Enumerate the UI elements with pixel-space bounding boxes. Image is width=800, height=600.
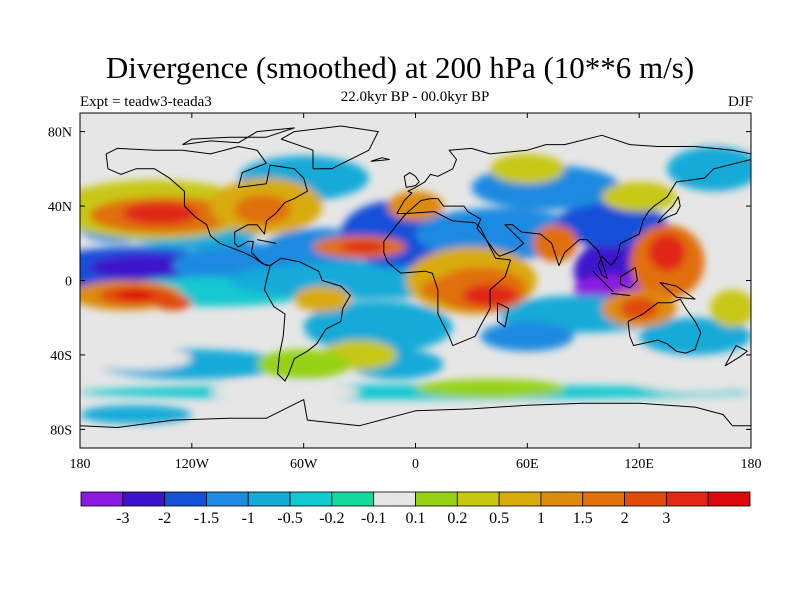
- coastline: [620, 267, 638, 289]
- legend-label: 0.2: [447, 510, 467, 527]
- divergence-region: [490, 153, 565, 184]
- legend-label: -3: [116, 510, 129, 527]
- legend-label: -1.5: [194, 510, 219, 527]
- x-tick-label: 120E: [624, 457, 654, 472]
- coastline: [657, 196, 681, 224]
- divergence-region: [601, 181, 677, 212]
- x-tick-label: 0: [412, 457, 419, 472]
- legend-swatch: [373, 491, 416, 507]
- coastline: [370, 157, 390, 162]
- legend-swatch: [164, 491, 207, 507]
- legend-swatch: [624, 491, 667, 507]
- coastline: [182, 127, 295, 146]
- legend-label: 3: [662, 510, 670, 527]
- legend-swatch: [415, 491, 458, 507]
- divergence-region: [234, 194, 291, 225]
- divergence-region: [480, 321, 574, 352]
- legend-swatch: [80, 491, 124, 507]
- legend-label: 0.5: [489, 510, 509, 527]
- experiment-label: Expt = teadw3-teada3: [80, 94, 212, 110]
- legend-label: -0.2: [319, 510, 344, 527]
- season-label: DJF: [727, 94, 753, 110]
- divergence-region: [639, 317, 751, 355]
- divergence-region: [89, 254, 202, 281]
- divergence-region: [122, 202, 198, 225]
- legend-label: 2: [621, 510, 629, 527]
- legend-swatch: [582, 491, 625, 507]
- x-tick-label: 60E: [516, 457, 539, 472]
- divergence-region: [648, 233, 686, 272]
- legend-swatch: [498, 491, 542, 507]
- legend-label: -2: [158, 510, 171, 527]
- divergence-region: [210, 382, 360, 402]
- divergence-region: [340, 241, 386, 253]
- legend-swatch: [331, 491, 375, 507]
- legend-swatch: [206, 491, 249, 507]
- divergence-region: [303, 300, 453, 354]
- legend-label: -1: [242, 510, 255, 527]
- divergence-region: [710, 289, 751, 328]
- coastlines: [80, 125, 751, 428]
- legend-swatch: [707, 491, 751, 507]
- legend-swatch: [456, 491, 500, 507]
- divergence-region: [639, 373, 751, 393]
- y-tick-label: 80S: [50, 423, 72, 438]
- divergence-region: [154, 295, 192, 311]
- period-subtitle: 22.0kyr BP - 00.0kyr BP: [340, 89, 490, 105]
- map-area: [79, 112, 752, 449]
- y-tick-label: 80N: [48, 126, 72, 141]
- divergence-region: [294, 286, 351, 313]
- latitude-axis: 80N 40N 0 40S 80S: [48, 126, 751, 438]
- legend-swatch: [540, 491, 584, 507]
- divergence-region: [117, 289, 155, 301]
- divergence-region: [387, 191, 444, 221]
- legend-swatch: [289, 491, 333, 507]
- legend-swatch: [247, 491, 291, 507]
- x-tick-label: 120W: [175, 457, 210, 472]
- x-tick-label: 60W: [290, 457, 318, 472]
- x-tick-label: 180: [70, 457, 91, 472]
- coastline: [659, 281, 696, 300]
- coastline: [497, 302, 510, 328]
- coastline: [611, 293, 631, 296]
- divergence-region: [80, 347, 192, 370]
- divergence-region: [555, 202, 668, 248]
- coastline: [80, 399, 751, 428]
- legend-swatch: [665, 491, 709, 507]
- page-title: Divergence (smoothed) at 200 hPa (10**6 …: [105, 50, 695, 85]
- legend-label: 0.1: [406, 510, 426, 527]
- legend-label: -0.5: [277, 510, 302, 527]
- color-legend: -3 -2 -1.5 -1 -0.5 -0.2 -0.1 0.1 0.2 0.5 1 1.5 2 3: [80, 491, 751, 527]
- coastline: [280, 125, 379, 170]
- coastline: [105, 146, 308, 267]
- coastline: [396, 134, 751, 280]
- coastline: [627, 298, 702, 354]
- coastline: [724, 345, 748, 367]
- legend-label: 1: [537, 510, 545, 527]
- coastline: [383, 211, 512, 347]
- divergence-region: [421, 278, 466, 301]
- y-tick-label: 0: [65, 275, 72, 290]
- legend-label: 1.5: [573, 510, 593, 527]
- coastline: [257, 239, 277, 244]
- x-tick-label: 180: [741, 457, 762, 472]
- coastline: [264, 257, 351, 382]
- divergence-region: [257, 349, 351, 380]
- legend-label: -0.1: [361, 510, 386, 527]
- divergence-region: [620, 297, 658, 320]
- divergence-region: [415, 379, 565, 398]
- divergence-region: [80, 405, 192, 424]
- divergence-region: [532, 224, 578, 262]
- longitude-axis: 180 120W 60W 0 60E 120E 180: [70, 113, 762, 472]
- y-tick-label: 40N: [48, 200, 72, 215]
- divergence-field: [80, 146, 751, 424]
- coastline: [403, 172, 420, 188]
- coastline: [592, 270, 614, 293]
- legend-swatch: [122, 491, 166, 507]
- y-tick-label: 40S: [50, 349, 72, 364]
